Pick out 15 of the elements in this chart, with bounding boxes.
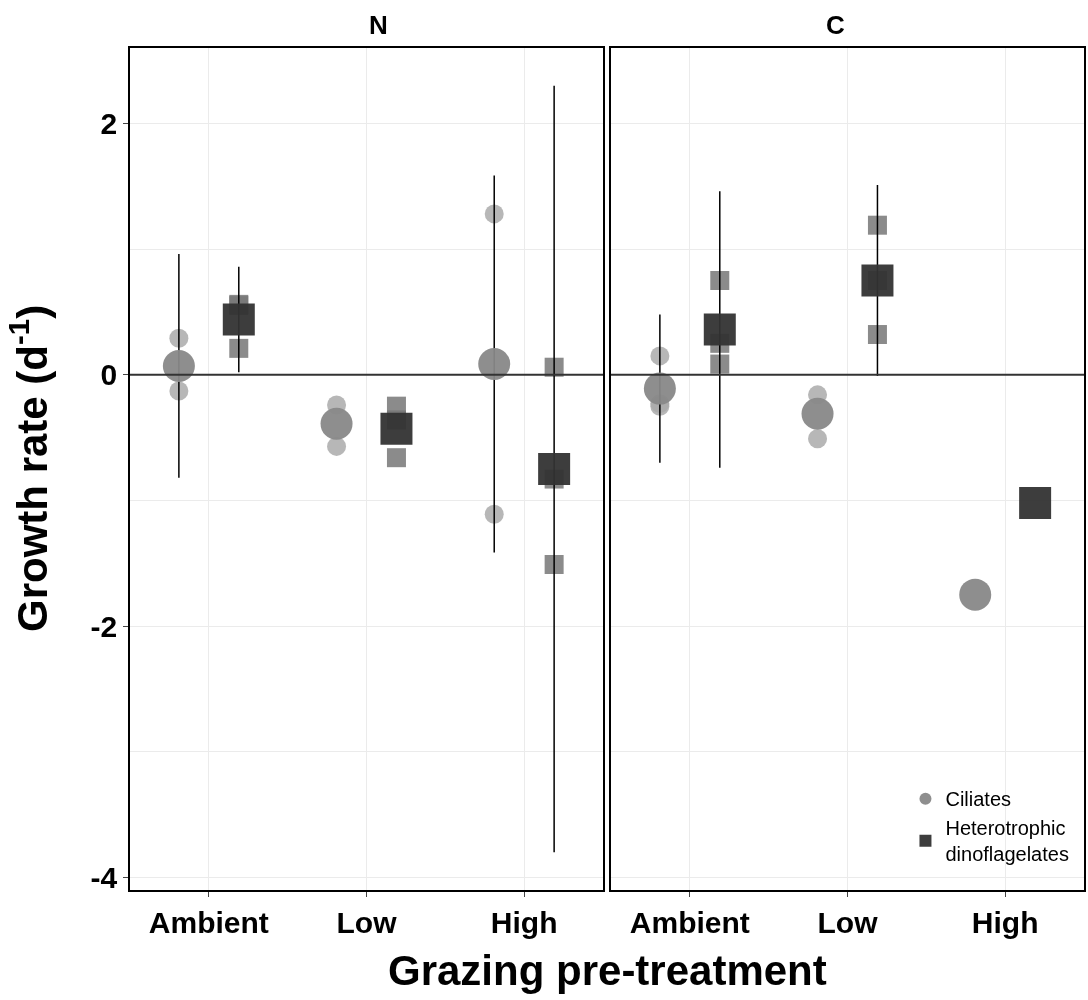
chart-title: C	[826, 10, 845, 40]
y-tick-label: 2	[100, 106, 118, 140]
x-axis-title: Grazing pre-treatment	[388, 947, 827, 994]
x-tick-label: High	[971, 905, 1039, 939]
y-tick-label: 0	[100, 358, 118, 392]
x-tick-label: Low	[336, 905, 398, 939]
legend-label: Heterotrophic dinoflagelates	[945, 817, 1069, 866]
x-tick-label: Ambient	[148, 905, 269, 939]
y-tick-label: -4	[90, 860, 118, 894]
y-tick-label: -2	[90, 609, 118, 643]
x-tick-label: Low	[817, 905, 879, 939]
x-tick-label: High	[490, 905, 558, 939]
chart-title: N	[369, 10, 388, 40]
legend-label: Ciliates	[945, 788, 1012, 811]
x-tick-label: Ambient	[629, 905, 750, 939]
